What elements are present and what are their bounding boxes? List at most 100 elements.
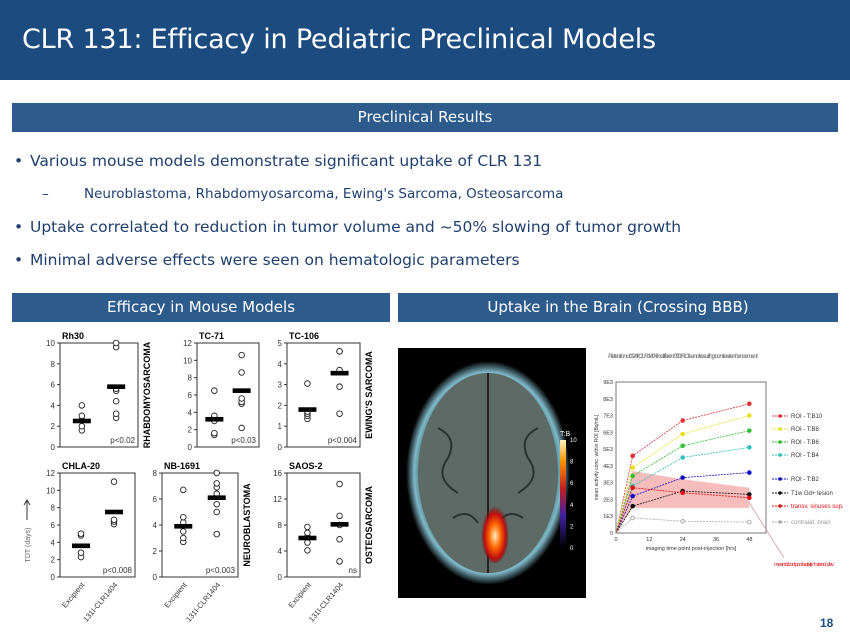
colorbar-tick: 0 — [570, 546, 574, 552]
x-category-label: Excipient — [287, 580, 314, 610]
series-path — [615, 430, 750, 534]
scatter-panel: 0 2 4 6 8 10 12 TC-71 p<0.03 — [183, 331, 260, 452]
data-point — [680, 518, 685, 524]
brain-scan-graphic: T:B 0 2 4 6 8 10 — [406, 361, 577, 585]
y-tick-label: 6E3 — [603, 430, 613, 436]
data-point — [336, 383, 343, 390]
data-point — [747, 401, 752, 407]
p-value-label: p<0.02 — [110, 436, 135, 445]
side-label: OSTEOSARCOMA — [364, 486, 374, 565]
y-tick-label: 8E3 — [603, 397, 613, 403]
mean-bar — [205, 416, 224, 422]
y-tick-label: 0 — [153, 573, 158, 582]
y-tick-label: 0 — [610, 531, 613, 537]
mean-bar — [298, 407, 317, 412]
mean-bar — [72, 418, 91, 424]
legend-label: ROI - T:B2 — [791, 477, 820, 483]
bullet-text: Uptake correlated to reduction in tumor … — [30, 218, 682, 236]
series-path — [615, 472, 750, 534]
scatter-panel: 0 1 2 3 4 5 TC-106 p<0.004 EWING'S SARCOMA — [278, 331, 374, 452]
series-path — [615, 487, 750, 534]
data-point — [630, 503, 635, 509]
legend-label: ROI - T:B4 — [791, 453, 820, 459]
page-number: 18 — [820, 616, 834, 630]
data-point — [180, 513, 187, 521]
plot-frame — [615, 381, 767, 534]
data-point — [680, 418, 685, 423]
data-point — [336, 536, 343, 543]
y-tick-label: 4E3 — [603, 464, 613, 470]
legend-marker — [778, 477, 782, 481]
bullet-text: Minimal adverse effects were seen on hem… — [30, 251, 520, 269]
page-title: CLR 131: Efficacy in Pediatric Preclinic… — [22, 24, 656, 55]
x-category-label: 131I-CLR1404 — [184, 581, 222, 624]
mean-bar — [207, 495, 226, 500]
chart-title: Retention of 124I-CLR1404 in different T… — [608, 353, 759, 360]
data-point — [304, 539, 311, 546]
y-tick-label: 3 — [278, 381, 283, 390]
data-point — [680, 443, 685, 449]
y-tick-label: 6 — [188, 391, 193, 400]
section-header: Preclinical Results — [12, 103, 838, 132]
panel-title: NB-1691 — [164, 461, 200, 471]
data-point — [180, 486, 187, 494]
legend-label: contralat. brain — [791, 520, 831, 526]
data-point — [336, 512, 343, 520]
legend-marker — [778, 414, 782, 418]
y-tick-label: 7E3 — [603, 414, 613, 420]
x-tick-label: 48 — [746, 537, 752, 543]
y-axis-label: TDT (days) — [25, 528, 32, 563]
blood-pool-band — [616, 470, 750, 533]
data-point — [238, 395, 245, 402]
x-axis-label: imaging time point post-injection [hrs] — [646, 546, 737, 552]
data-point — [304, 529, 311, 537]
plot-frame — [286, 472, 361, 578]
y-tick-label: 0 — [51, 573, 56, 582]
x-category-label: Excipient — [60, 580, 87, 610]
y-tick-label: 2 — [153, 547, 158, 556]
data-point — [112, 410, 120, 417]
series-line: ROI - T:B6 — [615, 428, 820, 534]
series-line: ROI - T:B2 — [615, 470, 820, 534]
y-tick-label: 1E3 — [603, 514, 613, 520]
plot-frame — [161, 472, 239, 578]
colorbar-tick: 2 — [570, 524, 574, 530]
legend-marker — [778, 440, 782, 444]
y-tick-label: 6 — [51, 381, 56, 390]
panel-title: CHLA-20 — [62, 461, 100, 471]
y-tick-label: 5 — [278, 339, 283, 348]
data-point — [630, 515, 635, 521]
y-tick-label: 0 — [278, 443, 283, 452]
y-tick-label: 2 — [51, 422, 56, 431]
series-path — [615, 415, 750, 534]
data-point — [747, 519, 752, 525]
y-tick-label: 1 — [278, 422, 283, 431]
y-tick-label: 16 — [273, 469, 282, 478]
side-label: RHABDOMYOSARCOMA — [142, 341, 152, 448]
data-point — [238, 424, 245, 432]
legend-label: ROI - T:B10 — [791, 414, 823, 420]
p-value-label: ns — [349, 566, 357, 575]
colorbar — [560, 440, 566, 548]
x-tick-label: 12 — [646, 537, 652, 543]
data-point — [747, 445, 752, 450]
y-tick-label: 12 — [183, 339, 192, 348]
y-tick-label: 8 — [278, 521, 283, 530]
panel-title: SAOS-2 — [289, 461, 323, 471]
data-point — [112, 397, 120, 405]
data-point — [747, 428, 752, 433]
panel-title: TC-71 — [199, 331, 224, 341]
legend-label: transv. sinuses sup. sag. sinus — [791, 504, 843, 510]
mean-bar — [107, 384, 126, 389]
plot-frame — [286, 342, 361, 448]
data-point — [630, 473, 635, 479]
x-category-label: 131I-CLR1404 — [81, 581, 119, 624]
y-tick-label: 4 — [188, 408, 193, 417]
y-tick-label: 4 — [153, 521, 158, 530]
data-point — [304, 523, 311, 531]
data-point — [630, 465, 635, 470]
data-point — [336, 348, 343, 355]
y-tick-label: 10 — [183, 356, 192, 365]
y-tick-label: 4 — [51, 538, 56, 547]
